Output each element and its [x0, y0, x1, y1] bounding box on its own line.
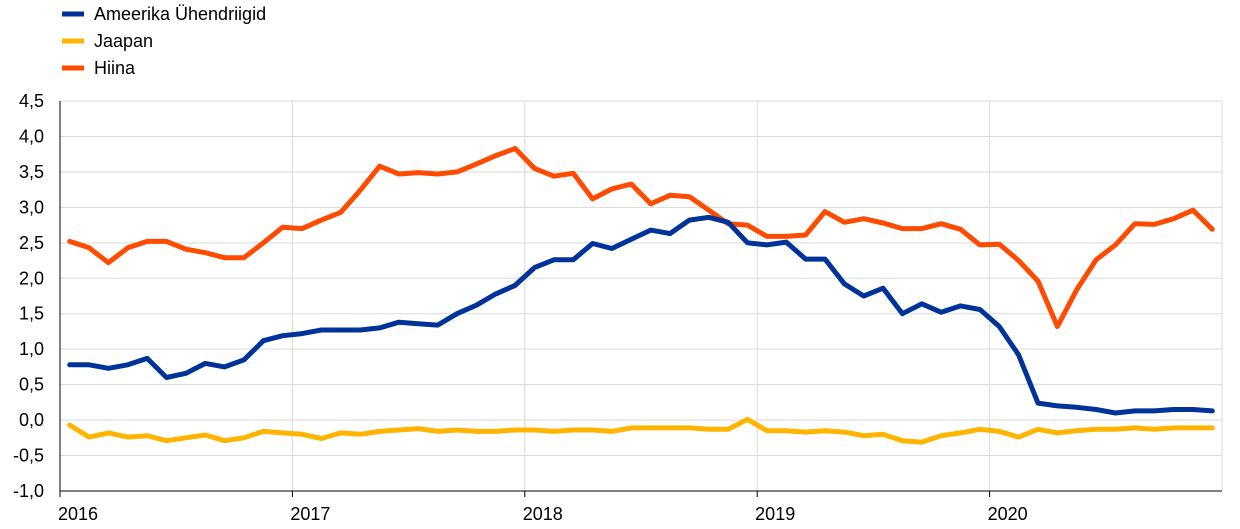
y-tick-label: 1,0 [19, 339, 44, 359]
y-tick-label: 2,0 [19, 268, 44, 288]
y-tick-label: -0,5 [13, 446, 44, 466]
y-tick-label: 0,0 [19, 410, 44, 430]
y-tick-label: 1,5 [19, 304, 44, 324]
legend-label: Ameerika Ühendriigid [94, 4, 266, 24]
legend-label: Jaapan [94, 31, 153, 51]
x-tick-label: 2020 [988, 504, 1028, 524]
x-tick-label: 2018 [523, 504, 563, 524]
y-tick-label: 3,0 [19, 197, 44, 217]
y-tick-label: 0,5 [19, 375, 44, 395]
x-tick-label: 2019 [755, 504, 795, 524]
x-axis: 2016 2017 2018 2019 2020 [58, 101, 1222, 524]
series-line-2 [67, 146, 1215, 329]
x-tick-label: 2017 [290, 504, 330, 524]
y-tick-label: 3,5 [19, 162, 44, 182]
x-tick-label: 2016 [58, 504, 98, 524]
legend: Ameerika Ühendriigid Jaapan Hiina [62, 4, 266, 78]
series-line-0 [67, 214, 1215, 416]
y-tick-label: 4,5 [19, 91, 44, 111]
y-tick-label: -1,0 [13, 481, 44, 501]
y-axis: 4,5 4,0 3,5 3,0 2,5 2,0 1,5 1,0 0,5 0,0 -0,5 -1,0 [13, 91, 44, 501]
series-line-1 [67, 416, 1215, 445]
legend-label: Hiina [94, 58, 136, 78]
y-tick-label: 2,5 [19, 233, 44, 253]
plot-area [67, 146, 1215, 445]
y-tick-label: 4,0 [19, 126, 44, 146]
